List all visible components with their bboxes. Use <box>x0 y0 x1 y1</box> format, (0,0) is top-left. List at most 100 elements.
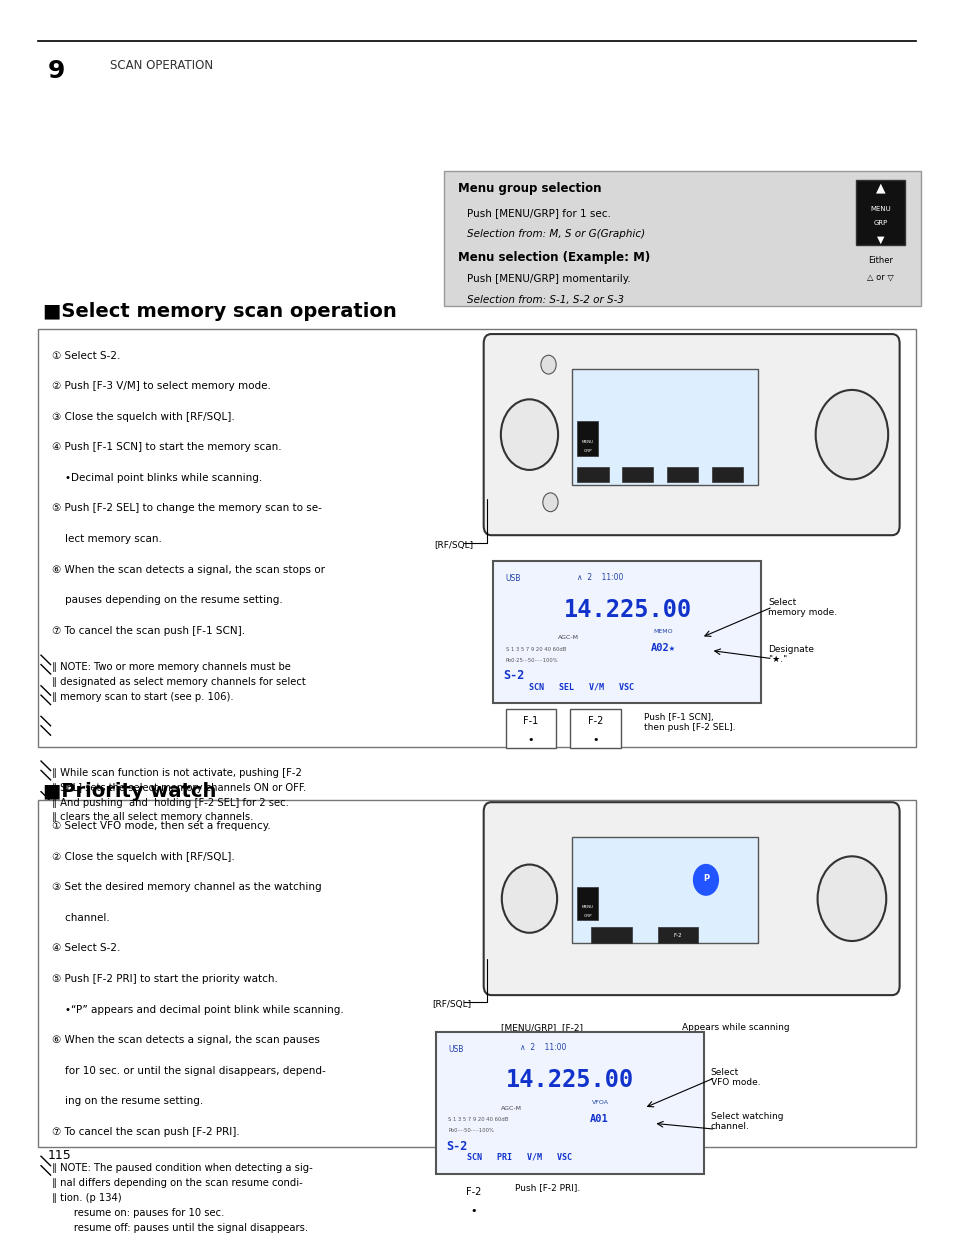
Text: MEMO: MEMO <box>653 630 673 635</box>
Text: F-2: F-2 <box>587 716 603 726</box>
Text: Select
memory mode.: Select memory mode. <box>767 598 836 618</box>
Text: Menu group selection: Menu group selection <box>457 183 600 195</box>
Text: 14.225.00: 14.225.00 <box>563 598 691 621</box>
Text: SCN   SEL   V/M   VSC: SCN SEL V/M VSC <box>529 682 634 692</box>
FancyBboxPatch shape <box>483 803 899 995</box>
Text: channel.: channel. <box>52 913 111 923</box>
Text: Po0····50·····100%: Po0····50·····100% <box>448 1128 494 1132</box>
Bar <box>572 369 758 484</box>
Text: ∧  2    11:00: ∧ 2 11:00 <box>577 573 623 582</box>
FancyBboxPatch shape <box>436 1031 703 1174</box>
Text: Push [F-1 SCN],
then push [F-2 SEL].: Push [F-1 SCN], then push [F-2 SEL]. <box>643 713 735 732</box>
Text: MENU: MENU <box>581 440 593 443</box>
Text: •: • <box>592 735 598 745</box>
Text: ∥ NOTE: The paused condition when detecting a sig-
∥ nal differs depending on th: ∥ NOTE: The paused condition when detect… <box>52 1163 313 1233</box>
Bar <box>572 837 758 944</box>
Text: MENU: MENU <box>581 904 593 909</box>
FancyBboxPatch shape <box>570 709 620 748</box>
FancyBboxPatch shape <box>855 180 904 245</box>
Bar <box>577 421 598 457</box>
Text: Selection from: M, S or G(Graphic): Selection from: M, S or G(Graphic) <box>467 230 645 240</box>
Text: AGC-M: AGC-M <box>558 635 578 640</box>
Circle shape <box>693 864 718 895</box>
Text: A02★: A02★ <box>650 643 675 653</box>
Text: USB: USB <box>448 1045 463 1053</box>
FancyBboxPatch shape <box>38 800 915 1147</box>
Text: ③ Set the desired memory channel as the watching: ③ Set the desired memory channel as the … <box>52 882 322 892</box>
Text: ④ Push [F-1 SCN] to start the memory scan.: ④ Push [F-1 SCN] to start the memory sca… <box>52 442 282 452</box>
Text: Po0·25···50·····100%: Po0·25···50·····100% <box>505 657 558 662</box>
Text: Push [MENU/GRP] for 1 sec.: Push [MENU/GRP] for 1 sec. <box>467 209 611 219</box>
Text: ⑥ When the scan detects a signal, the scan stops or: ⑥ When the scan detects a signal, the sc… <box>52 564 325 574</box>
Circle shape <box>542 493 558 511</box>
Text: ⑥ When the scan detects a signal, the scan pauses: ⑥ When the scan detects a signal, the sc… <box>52 1035 320 1045</box>
Text: Selection from: S-1, S-2 or S-3: Selection from: S-1, S-2 or S-3 <box>467 295 624 305</box>
Bar <box>577 887 598 920</box>
Circle shape <box>817 856 885 941</box>
Circle shape <box>501 864 557 932</box>
Text: [MENU/GRP]  [F-2]: [MENU/GRP] [F-2] <box>500 1024 582 1032</box>
Text: F-1: F-1 <box>523 716 537 726</box>
Text: •: • <box>470 1205 476 1215</box>
Text: GRP: GRP <box>873 220 886 226</box>
Text: 14.225.00: 14.225.00 <box>506 1068 634 1092</box>
Circle shape <box>540 356 556 374</box>
Text: ▲: ▲ <box>875 182 884 194</box>
Text: ② Close the squelch with [RF/SQL].: ② Close the squelch with [RF/SQL]. <box>52 852 235 862</box>
Text: ing on the resume setting.: ing on the resume setting. <box>52 1097 204 1107</box>
Text: F-2: F-2 <box>673 932 682 937</box>
Text: ∥ NOTE: Two or more memory channels must be
∥ designated as select memory channe: ∥ NOTE: Two or more memory channels must… <box>52 662 306 701</box>
Text: MENU: MENU <box>869 206 890 212</box>
Text: S 1 3 5 7 9 20 40 60dB: S 1 3 5 7 9 20 40 60dB <box>505 647 565 652</box>
Bar <box>591 927 631 944</box>
Text: ■Priority watch: ■Priority watch <box>43 782 216 802</box>
FancyBboxPatch shape <box>493 561 760 704</box>
Text: ⑦ To cancel the scan push [F-1 SCN].: ⑦ To cancel the scan push [F-1 SCN]. <box>52 626 245 636</box>
Text: SCAN OPERATION: SCAN OPERATION <box>110 59 213 72</box>
FancyBboxPatch shape <box>38 330 915 747</box>
Text: USB: USB <box>505 574 520 583</box>
Text: GRP: GRP <box>582 450 592 453</box>
Text: ③ Close the squelch with [RF/SQL].: ③ Close the squelch with [RF/SQL]. <box>52 411 235 421</box>
Text: S-2: S-2 <box>446 1140 467 1152</box>
Text: P: P <box>702 874 708 883</box>
Text: 115: 115 <box>48 1149 71 1162</box>
Text: •: • <box>527 735 534 745</box>
Text: •“P” appears and decimal point blink while scanning.: •“P” appears and decimal point blink whi… <box>52 1004 344 1014</box>
Text: Select watching
channel.: Select watching channel. <box>710 1112 782 1131</box>
Text: S-2: S-2 <box>503 669 524 682</box>
Text: Select
VFO mode.: Select VFO mode. <box>710 1068 760 1088</box>
FancyBboxPatch shape <box>448 1179 498 1219</box>
Text: ② Push [F-3 V/M] to select memory mode.: ② Push [F-3 V/M] to select memory mode. <box>52 382 271 391</box>
Bar <box>577 467 608 482</box>
Text: pauses depending on the resume setting.: pauses depending on the resume setting. <box>52 595 283 605</box>
Text: [MENU/GRP]  [F-1]  [F-2]  [F-3]: [MENU/GRP] [F-1] [F-2] [F-3] <box>500 564 636 573</box>
Text: Either: Either <box>867 257 892 266</box>
Text: △ or ▽: △ or ▽ <box>866 273 893 282</box>
Circle shape <box>815 390 887 479</box>
Bar <box>658 927 698 944</box>
Text: VFOA: VFOA <box>591 1100 608 1105</box>
Text: ▼: ▼ <box>876 235 883 246</box>
Text: S 1 3 5 7 9 20 40 60dB: S 1 3 5 7 9 20 40 60dB <box>448 1118 508 1123</box>
FancyBboxPatch shape <box>443 170 920 306</box>
Text: ⑤ Push [F-2 SEL] to change the memory scan to se-: ⑤ Push [F-2 SEL] to change the memory sc… <box>52 504 322 514</box>
Text: Menu selection (Example: M): Menu selection (Example: M) <box>457 251 650 263</box>
Text: [RF/SQL]: [RF/SQL] <box>432 1000 471 1009</box>
Text: lect memory scan.: lect memory scan. <box>52 534 162 545</box>
Text: 9: 9 <box>48 59 65 83</box>
Text: [RF/SQL]: [RF/SQL] <box>434 541 473 550</box>
Bar <box>666 467 698 482</box>
Text: ① Select VFO mode, then set a frequency.: ① Select VFO mode, then set a frequency. <box>52 821 271 831</box>
FancyBboxPatch shape <box>483 333 899 535</box>
Text: SCN   PRI   V/M   VSC: SCN PRI V/M VSC <box>467 1152 572 1162</box>
Text: Push [MENU/GRP] momentarily.: Push [MENU/GRP] momentarily. <box>467 274 631 284</box>
Text: Appears while scanning: Appears while scanning <box>681 1024 789 1032</box>
Text: for 10 sec. or until the signal disappears, depend-: for 10 sec. or until the signal disappea… <box>52 1066 326 1076</box>
Text: ① Select S-2.: ① Select S-2. <box>52 351 121 361</box>
Bar <box>621 467 653 482</box>
Text: ∧  2    11:00: ∧ 2 11:00 <box>519 1044 566 1052</box>
Text: GRP: GRP <box>582 914 592 918</box>
FancyBboxPatch shape <box>505 709 556 748</box>
Text: ⑦ To cancel the scan push [F-2 PRI].: ⑦ To cancel the scan push [F-2 PRI]. <box>52 1126 240 1137</box>
